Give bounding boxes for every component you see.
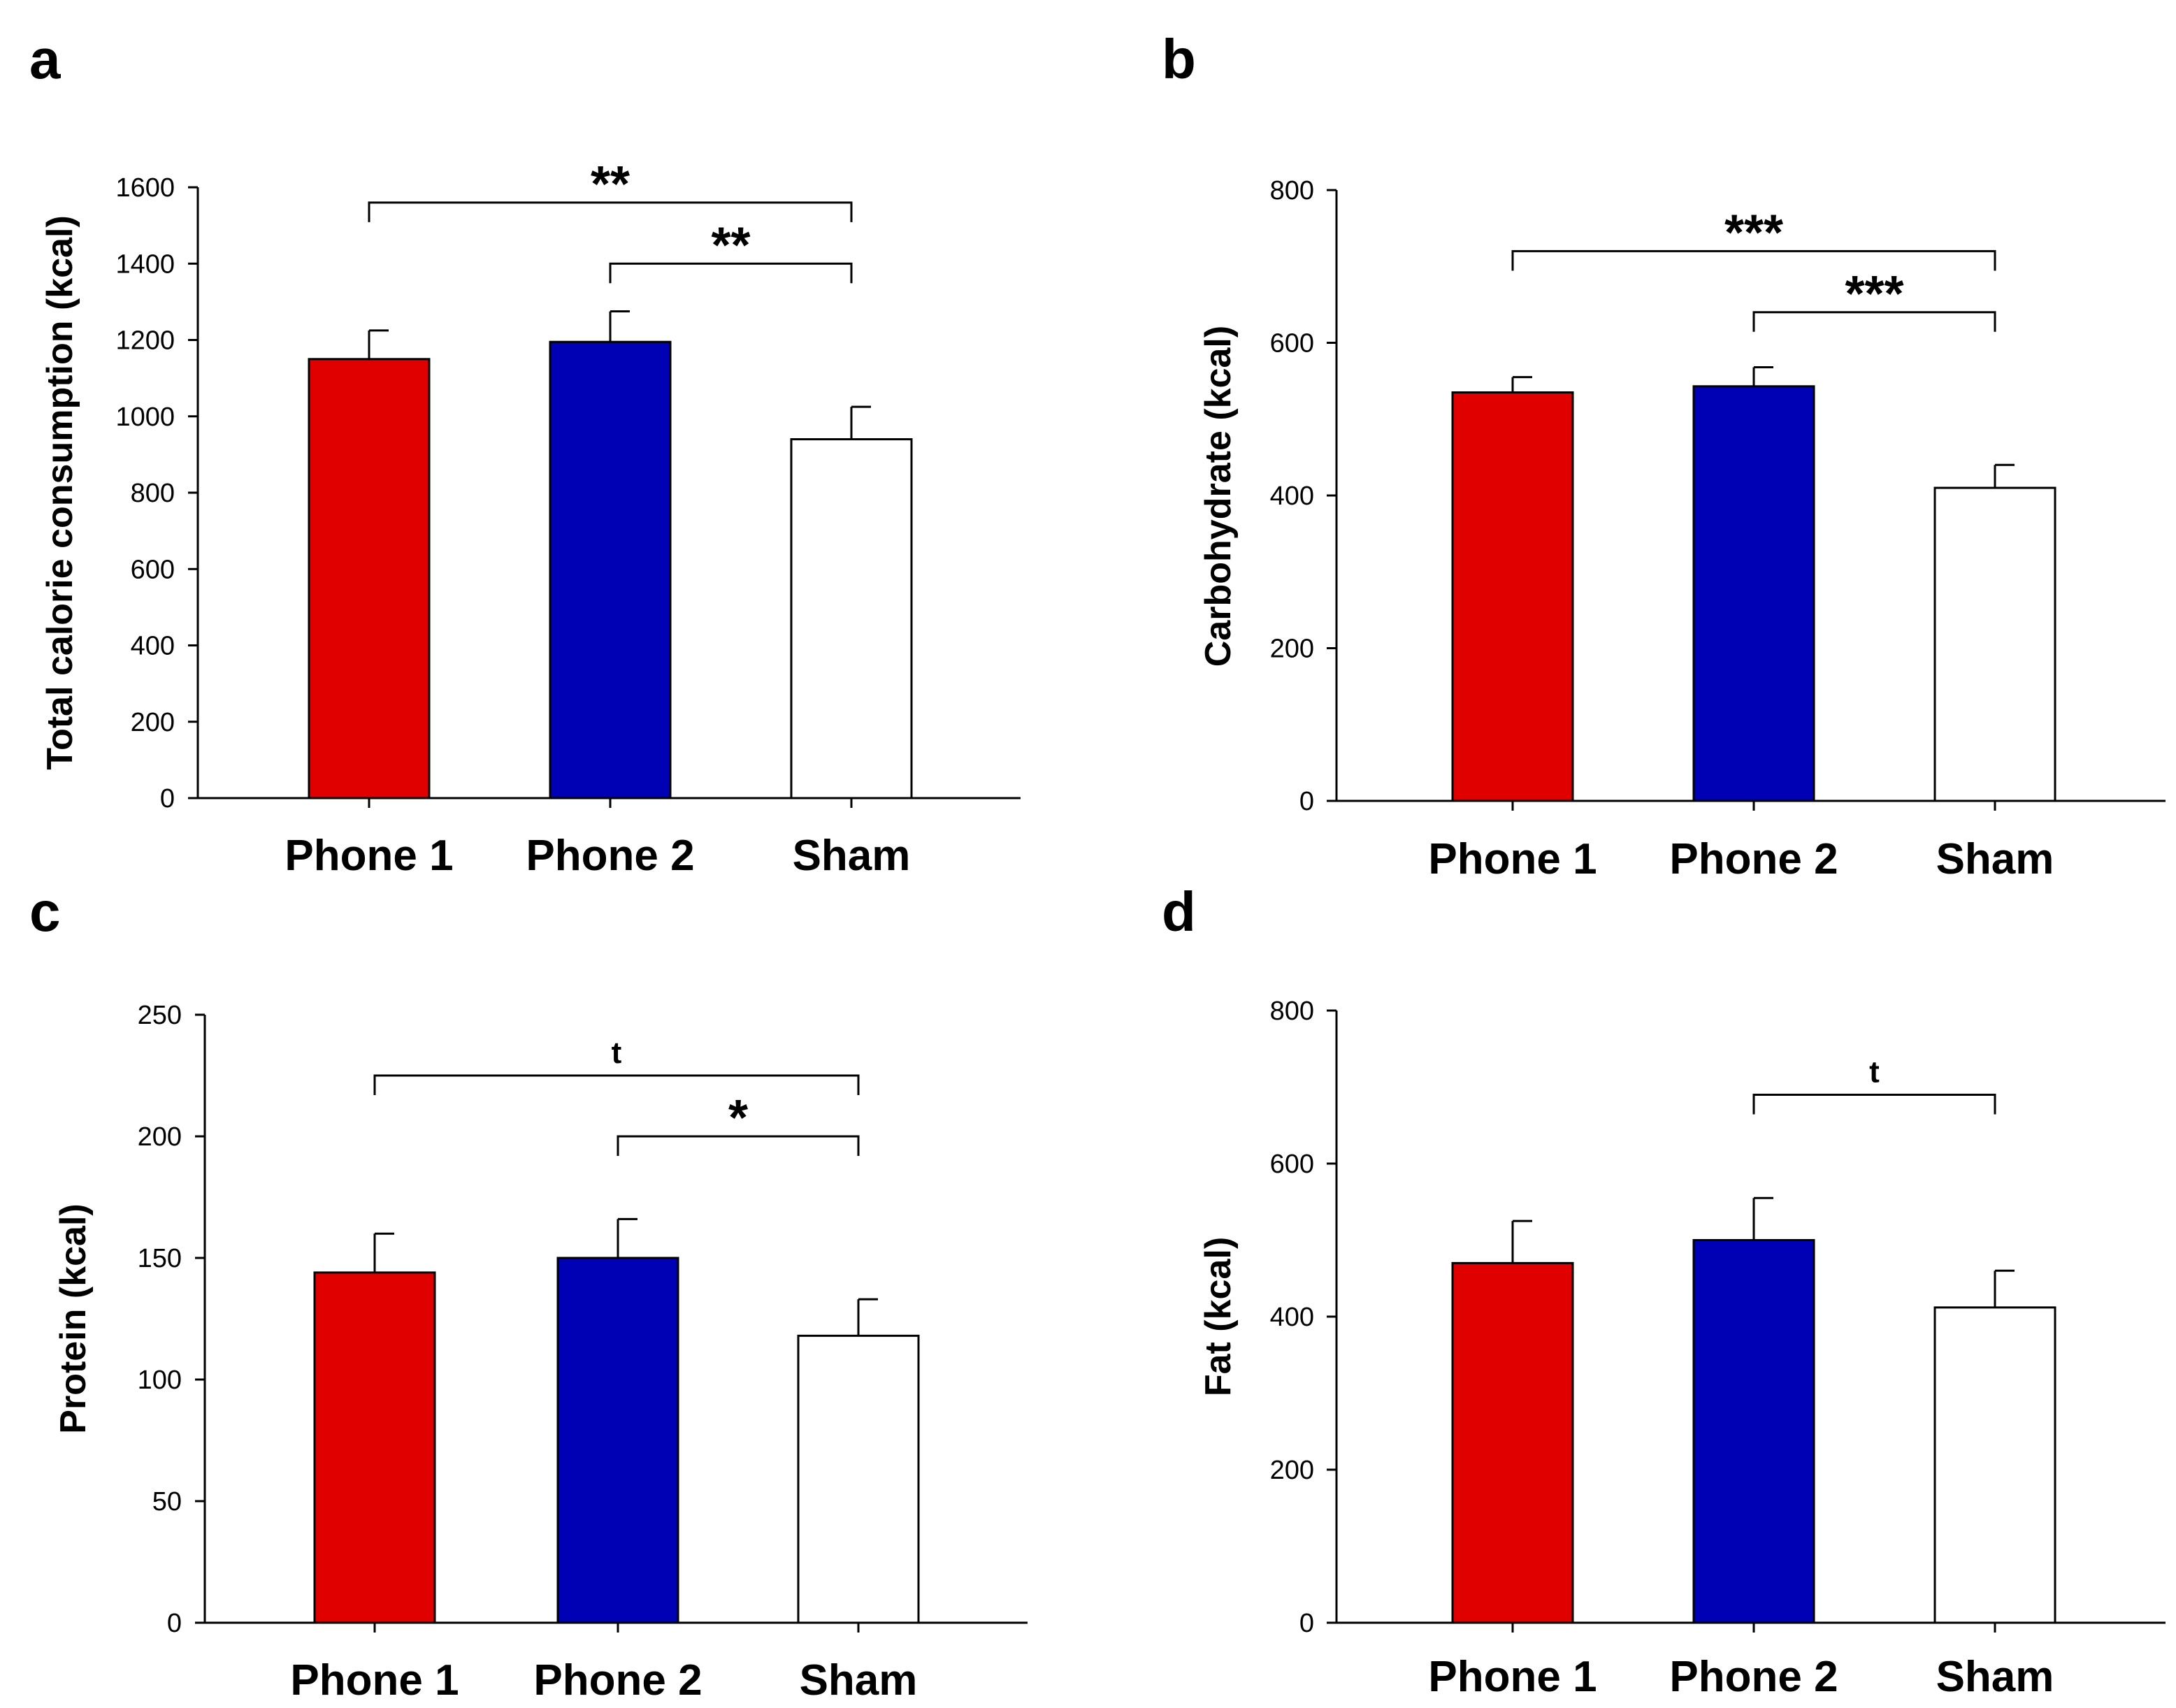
y-tick-label: 400	[1270, 482, 1314, 511]
y-tick-label: 200	[1270, 1456, 1314, 1485]
bars	[1451, 366, 2056, 802]
y-tick-label: 1600	[115, 173, 175, 203]
y-tick-label: 800	[131, 479, 175, 508]
significance-label: **	[711, 217, 750, 273]
x-tick-label: Phone 1	[290, 1656, 459, 1705]
x-tick-label: Phone 2	[1669, 835, 1838, 883]
x-tick-label: Sham	[800, 1656, 918, 1705]
y-axis-label: Carbohydrate (kcal)	[1198, 326, 1239, 667]
bar	[1933, 1306, 2056, 1624]
bar	[1451, 391, 1574, 802]
y-tick-label: 1200	[115, 326, 175, 356]
y-axis-label: Protein (kcal)	[53, 1203, 94, 1433]
bar	[1692, 1239, 1815, 1624]
y-tick-label: 0	[167, 1609, 182, 1638]
y-tick-label: 50	[152, 1487, 182, 1517]
y-tick-label: 1400	[115, 249, 175, 279]
y-tick-label: 100	[138, 1366, 182, 1395]
y-tick-label: 800	[1270, 176, 1314, 205]
y-tick-label: 600	[131, 555, 175, 584]
bar	[797, 1334, 920, 1624]
panel-letter: d	[1162, 881, 1196, 943]
significance-label: ***	[1724, 205, 1783, 261]
panel-letter: b	[1162, 28, 1196, 90]
panel-letter: c	[29, 881, 61, 943]
significance-brackets: t*	[373, 1036, 860, 1156]
y-tick-label: 1000	[115, 403, 175, 432]
y-tick-label: 400	[131, 632, 175, 661]
bar	[1451, 1261, 1574, 1624]
axes: 0 200 400 600 800 Phone 1 Phone 2 Sham	[1270, 176, 2166, 883]
bar	[549, 340, 672, 799]
y-tick-label: 400	[1270, 1303, 1314, 1332]
significance-label: ***	[1845, 266, 1903, 322]
panel-a: a Total calorie consumption (kcal) 0 200 4…	[29, 28, 1021, 880]
y-tick-label: 250	[138, 1001, 182, 1030]
panel-b: b Carbohydrate (kcal) 0 200 400 600 800 Phone…	[1162, 28, 2166, 883]
panel-c: c Protein (kcal) 0 50 100 150 200 250 Phone 1 P…	[29, 881, 1028, 1705]
bar	[556, 1257, 679, 1624]
significance-label: **	[591, 157, 630, 212]
significance-label: *	[728, 1090, 748, 1146]
y-axis-label: Total calorie consumption (kcal)	[40, 215, 80, 770]
y-tick-label: 150	[138, 1244, 182, 1273]
significance-brackets: t	[1752, 1055, 1996, 1115]
significance-bracket	[1511, 249, 1996, 271]
panel-d: d Fat (kcal) 0 200 400 600 800 Phone 1 Phone 2…	[1162, 881, 2166, 1701]
panel-letter: a	[29, 28, 61, 90]
x-tick-label: Sham	[1936, 835, 2054, 883]
x-tick-label: Phone 1	[284, 832, 453, 880]
y-tick-label: 0	[160, 784, 175, 813]
bars	[313, 1217, 920, 1624]
y-tick-label: 200	[131, 708, 175, 737]
significance-bracket	[617, 1135, 860, 1156]
bar	[790, 438, 913, 799]
y-tick-label: 800	[1270, 997, 1314, 1026]
bar	[308, 358, 431, 799]
y-tick-label: 0	[1299, 1609, 1314, 1638]
significance-brackets: ** **	[368, 157, 853, 284]
significance-bracket	[609, 262, 853, 284]
x-tick-label: Phone 2	[526, 832, 694, 880]
x-tick-label: Phone 1	[1428, 1653, 1597, 1701]
axes: 0 50 100 150 200 250 Phone 1 Phone 2 Sham	[138, 1001, 1028, 1705]
significance-bracket	[373, 1074, 860, 1095]
x-tick-label: Sham	[1936, 1653, 2054, 1701]
y-axis-label: Fat (kcal)	[1198, 1237, 1239, 1396]
bar	[1933, 486, 2056, 802]
bars	[308, 310, 913, 799]
significance-brackets: *** ***	[1511, 205, 1996, 332]
x-tick-label: Phone 1	[1428, 835, 1597, 883]
y-tick-label: 600	[1270, 329, 1314, 359]
y-tick-label: 200	[138, 1122, 182, 1152]
bar	[313, 1271, 436, 1624]
axes: 0 200 400 600 800 1000 1200 1400 1600 Phone 1 Phon…	[115, 173, 1021, 880]
x-tick-label: Phone 2	[1669, 1653, 1838, 1701]
x-tick-label: Sham	[793, 832, 911, 880]
y-tick-label: 600	[1270, 1150, 1314, 1179]
bars	[1451, 1196, 2056, 1624]
significance-bracket	[1752, 1093, 1996, 1115]
x-tick-label: Phone 2	[533, 1656, 702, 1705]
y-tick-label: 0	[1299, 787, 1314, 816]
significance-label: t	[1869, 1055, 1880, 1089]
significance-label: t	[612, 1036, 622, 1070]
significance-bracket	[368, 201, 853, 222]
bar	[1692, 385, 1815, 802]
significance-bracket	[1752, 311, 1996, 332]
y-tick-label: 200	[1270, 635, 1314, 664]
